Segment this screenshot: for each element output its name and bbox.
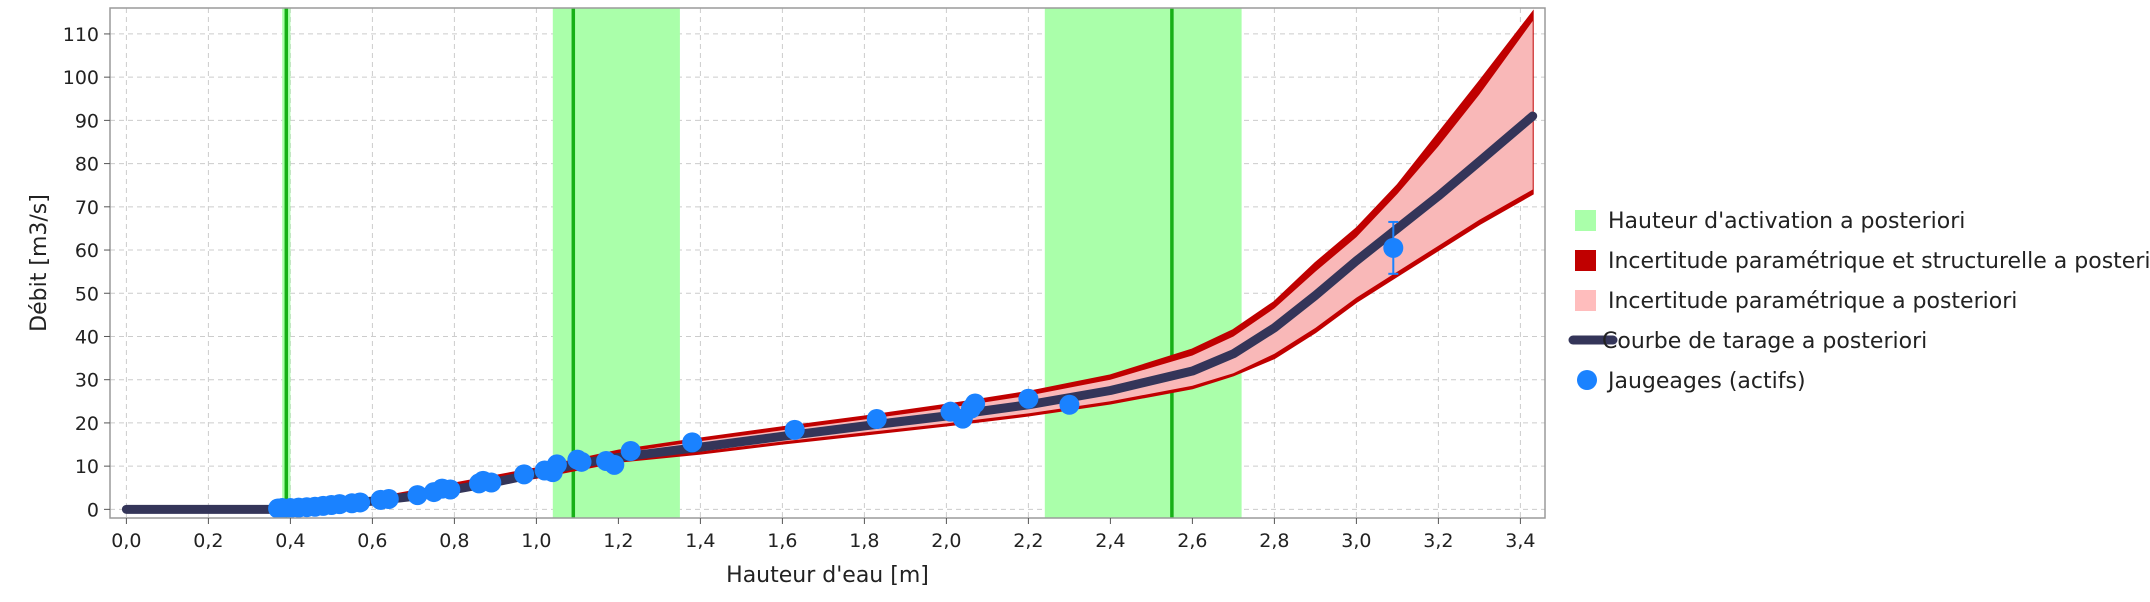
plot-frame — [109, 7, 1546, 519]
gauging-point — [682, 432, 703, 453]
y-tick-label: 60 — [75, 240, 99, 262]
y-tick-label: 0 — [87, 499, 99, 521]
gauging-point — [514, 464, 535, 485]
y-tick-label: 100 — [63, 67, 99, 89]
x-tick-label: 1,8 — [849, 530, 879, 552]
gauging-point — [546, 454, 567, 475]
x-tick-label: 0,2 — [193, 530, 223, 552]
gauging-point — [1383, 237, 1404, 258]
gauging-point — [407, 485, 428, 506]
legend-swatch — [1575, 250, 1596, 271]
x-tick-label: 2,0 — [931, 530, 961, 552]
y-tick-label: 90 — [75, 110, 99, 132]
gauging-point — [784, 419, 805, 440]
legend-marker — [1577, 370, 1597, 390]
x-tick-label: 0,8 — [439, 530, 469, 552]
gauging-point — [378, 488, 399, 509]
x-tick-label: 3,2 — [1423, 530, 1453, 552]
x-tick-label: 0,0 — [111, 530, 141, 552]
gauging-point — [604, 454, 625, 475]
x-tick-label: 1,6 — [767, 530, 797, 552]
y-axis-ticks: 0 10 20 30 40 50 60 70 80 90 100 110 — [63, 24, 110, 521]
gauging-point — [965, 393, 986, 414]
plot-border — [109, 7, 1546, 519]
y-tick-label: 20 — [75, 413, 99, 435]
y-tick-label: 80 — [75, 154, 99, 176]
y-axis-title: Débit [m3/s] — [27, 194, 52, 332]
x-tick-label: 1,4 — [685, 530, 715, 552]
x-tick-label: 1,2 — [603, 530, 633, 552]
x-tick-label: 3,4 — [1505, 530, 1535, 552]
legend-label: Courbe de tarage a posteriori — [1602, 329, 1927, 354]
y-tick-label: 10 — [75, 456, 99, 478]
y-tick-label: 50 — [75, 283, 99, 305]
legend-label: Hauteur d'activation a posteriori — [1608, 209, 1965, 234]
gaugings — [268, 220, 1404, 519]
gauging-point — [350, 492, 371, 513]
x-tick-label: 2,8 — [1259, 530, 1289, 552]
legend-label: Jaugeages (actifs) — [1606, 369, 1806, 394]
legend-label: Incertitude paramétrique a posteriori — [1608, 289, 2017, 314]
gauging-point — [571, 451, 592, 472]
y-tick-label: 110 — [63, 24, 99, 46]
gauging-point — [866, 409, 887, 430]
y-tick-label: 40 — [75, 326, 99, 348]
y-tick-label: 30 — [75, 370, 99, 392]
legend-swatch — [1575, 210, 1596, 231]
activation-band — [1044, 8, 1242, 518]
x-tick-label: 3,0 — [1341, 530, 1371, 552]
legend-label: Incertitude paramétrique et structurelle… — [1608, 249, 2150, 274]
gauging-point — [1018, 388, 1039, 409]
activation-bands — [282, 8, 1242, 518]
legend: Hauteur d'activation a posteriori Incerti… — [1568, 209, 2150, 394]
x-tick-label: 0,4 — [275, 530, 305, 552]
gauging-point — [440, 479, 461, 500]
x-tick-label: 2,6 — [1177, 530, 1207, 552]
legend-swatch — [1575, 290, 1596, 311]
x-axis-title: Hauteur d'eau [m] — [726, 563, 929, 588]
x-tick-label: 2,4 — [1095, 530, 1125, 552]
gauging-point — [1059, 394, 1080, 415]
x-axis-ticks: 0,0 0,2 0,4 0,6 0,8 1,0 1,2 1,4 1,6 1,8 2,0 2,2 2,4 2… — [111, 518, 1536, 552]
x-tick-label: 1,0 — [521, 530, 551, 552]
gauging-point — [481, 472, 502, 493]
y-tick-label: 70 — [75, 197, 99, 219]
x-tick-label: 0,6 — [357, 530, 387, 552]
x-tick-label: 2,2 — [1013, 530, 1043, 552]
gauging-point — [620, 441, 641, 462]
